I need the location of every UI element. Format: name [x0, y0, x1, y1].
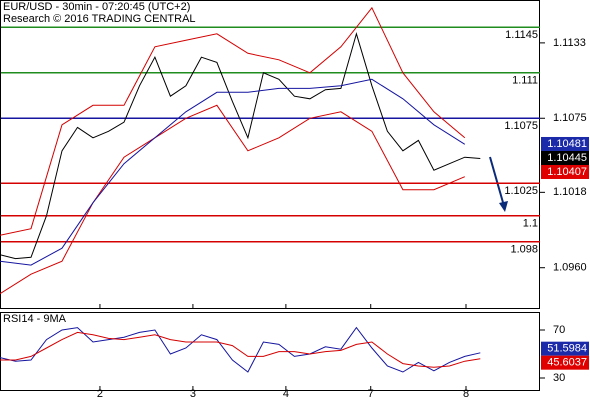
price-box: 1.10445 [541, 150, 589, 165]
price-box: 1.10481 [541, 136, 589, 151]
forecast-arrow-head [499, 201, 508, 212]
series-line [0, 6, 466, 236]
series-line [0, 104, 465, 295]
y-tick-label: 1.1018 [553, 186, 587, 198]
price-panel [0, 0, 540, 309]
series-line [0, 32, 481, 260]
price-box-bg [541, 164, 589, 179]
y-tick-label: 1.1133 [553, 37, 586, 49]
chart-subtitle: Research © 2016 TRADING CENTRAL [3, 13, 196, 25]
price-box: 45.6037 [541, 355, 589, 370]
price-box-label: 1.10407 [547, 166, 587, 178]
price-box-label: 51.5984 [547, 343, 587, 355]
price-box-bg [541, 355, 589, 370]
series-line [0, 326, 481, 373]
x-tick-label: 2 [97, 388, 103, 400]
price-box-bg [541, 136, 589, 151]
x-tick-label: 4 [283, 388, 289, 400]
price-box: 1.10407 [541, 164, 589, 179]
level-label: 1.1 [523, 218, 538, 230]
price-box: 51.5984 [541, 341, 589, 356]
x-tick-label: 3 [190, 388, 196, 400]
y-tick-label: 1.1075 [553, 112, 587, 124]
level-label: 1.111 [512, 75, 538, 87]
x-tick-label: 7 [368, 388, 374, 400]
level-label: 1.1145 [505, 29, 538, 41]
series-line [0, 78, 466, 266]
x-tick-label: 8 [463, 388, 469, 400]
level-label: 1.1025 [504, 185, 538, 197]
price-box-bg [541, 341, 589, 356]
rsi-panel [0, 312, 540, 391]
forecast-arrow [489, 156, 505, 207]
y-tick-label: 70 [553, 324, 565, 336]
y-tick-label: 30 [553, 372, 565, 384]
price-box-label: 1.10445 [547, 152, 587, 164]
series-line [0, 331, 481, 368]
level-label: 1.1075 [504, 120, 538, 132]
price-box-label: 45.6037 [547, 357, 587, 369]
level-label: 1.098 [510, 244, 538, 256]
price-box-label: 1.10481 [547, 138, 587, 150]
price-box-bg [541, 150, 589, 165]
y-tick-label: 1.0960 [553, 262, 587, 274]
chart-title: EUR/USD - 30min - 07:20:45 (UTC+2) [3, 1, 190, 13]
rsi-title: RSI14 - 9MA [3, 313, 67, 325]
